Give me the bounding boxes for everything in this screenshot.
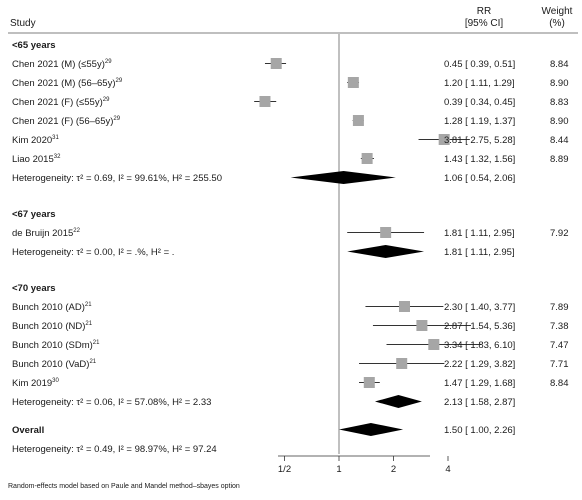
x-tick-label: 1/2 bbox=[278, 464, 291, 475]
rr-ci-value: 2.22 [ 1.29, 3.82] bbox=[444, 359, 515, 370]
effect-marker bbox=[259, 96, 271, 107]
overall-label: Overall bbox=[12, 425, 44, 436]
study-label: Chen 2021 (M) (≤55y)29 bbox=[12, 59, 112, 70]
header-weight-unit: (%) bbox=[549, 18, 565, 29]
effect-marker bbox=[398, 301, 410, 312]
weight-value: 8.44 bbox=[550, 135, 569, 146]
study-label: Liao 201532 bbox=[12, 154, 61, 165]
x-tick-label: 4 bbox=[445, 464, 450, 475]
header-rr: RR bbox=[477, 6, 491, 17]
overall-heterogeneity: Heterogeneity: τ² = 0.49, I² = 98.97%, H… bbox=[12, 444, 217, 455]
effect-marker bbox=[438, 134, 450, 145]
weight-value: 8.90 bbox=[550, 116, 569, 127]
header-weight: Weight bbox=[542, 6, 573, 17]
weight-value: 7.47 bbox=[550, 340, 569, 351]
study-label: Bunch 2010 (SDm)21 bbox=[12, 340, 100, 351]
heterogeneity-label: Heterogeneity: τ² = 0.69, I² = 99.61%, H… bbox=[12, 173, 222, 184]
rr-ci-value: 1.43 [ 1.32, 1.56] bbox=[444, 154, 515, 165]
weight-value: 8.89 bbox=[550, 154, 569, 165]
heterogeneity-label: Heterogeneity: τ² = 0.00, I² = .%, H² = … bbox=[12, 247, 174, 258]
subgroup-rr-ci: 1.06 [ 0.54, 2.06] bbox=[444, 173, 515, 184]
heterogeneity-label: Heterogeneity: τ² = 0.06, I² = 57.08%, H… bbox=[12, 397, 211, 408]
forest-rows: <65 years Chen 2021 (M) (≤55y)29 0.45 [ 0.… bbox=[12, 40, 569, 455]
effect-marker bbox=[380, 227, 392, 238]
weight-value: 8.84 bbox=[550, 378, 569, 389]
group-label: <70 years bbox=[12, 283, 56, 294]
x-tick-label: 1 bbox=[336, 464, 341, 475]
subgroup-diamond bbox=[290, 171, 396, 184]
weight-value: 8.90 bbox=[550, 78, 569, 89]
header-study: Study bbox=[10, 18, 36, 29]
study-label: de Bruijn 201522 bbox=[12, 228, 81, 239]
rr-ci-value: 3.34 [ 1.83, 6.10] bbox=[444, 340, 515, 351]
subgroup-rr-ci: 2.13 [ 1.58, 2.87] bbox=[444, 397, 515, 408]
effect-marker bbox=[416, 320, 428, 331]
header-ci: [95% CI] bbox=[465, 18, 504, 29]
study-label: Kim 202031 bbox=[12, 135, 59, 146]
study-label: Kim 201930 bbox=[12, 378, 59, 389]
effect-marker bbox=[352, 115, 364, 126]
rr-ci-value: 1.28 [ 1.19, 1.37] bbox=[444, 116, 515, 127]
x-tick-label: 2 bbox=[391, 464, 396, 475]
rr-ci-value: 1.47 [ 1.29, 1.68] bbox=[444, 378, 515, 389]
overall-diamond bbox=[339, 423, 404, 436]
study-label: Chen 2021 (M) (56–65y)29 bbox=[12, 78, 123, 89]
study-label: Chen 2021 (F) (≤55y)29 bbox=[12, 97, 110, 108]
rr-ci-value: 3.81 [ 2.75, 5.28] bbox=[444, 135, 515, 146]
rr-ci-value: 0.45 [ 0.39, 0.51] bbox=[444, 59, 515, 70]
rr-ci-value: 1.20 [ 1.11, 1.29] bbox=[444, 78, 515, 89]
group-label: <67 years bbox=[12, 209, 56, 220]
effect-marker bbox=[396, 358, 408, 369]
weight-value: 8.84 bbox=[550, 59, 569, 70]
rr-ci-value: 2.87 [ 1.54, 5.36] bbox=[444, 321, 515, 332]
study-label: Bunch 2010 (ND)21 bbox=[12, 321, 93, 332]
study-label: Bunch 2010 (AD)21 bbox=[12, 302, 92, 313]
study-label: Chen 2021 (F) (56–65y)29 bbox=[12, 116, 121, 127]
weight-value: 7.38 bbox=[550, 321, 569, 332]
subgroup-diamond bbox=[347, 245, 425, 258]
effect-marker bbox=[363, 377, 375, 388]
rr-ci-value: 1.81 [ 1.11, 2.95] bbox=[444, 228, 515, 239]
subgroup-rr-ci: 1.81 [ 1.11, 2.95] bbox=[444, 247, 515, 258]
effect-marker bbox=[270, 58, 282, 69]
group-label: <65 years bbox=[12, 40, 56, 51]
rr-ci-value: 0.39 [ 0.34, 0.45] bbox=[444, 97, 515, 108]
weight-value: 8.83 bbox=[550, 97, 569, 108]
subgroup-diamond bbox=[374, 395, 422, 408]
effect-marker bbox=[428, 339, 440, 350]
effect-marker bbox=[347, 77, 359, 88]
x-axis-ticks: 1/2 1 2 4 bbox=[278, 456, 451, 475]
weight-value: 7.89 bbox=[550, 302, 569, 313]
weight-value: 7.71 bbox=[550, 359, 569, 370]
footnote: Random-effects model based on Paule and … bbox=[8, 483, 240, 490]
study-label: Bunch 2010 (VaD)21 bbox=[12, 359, 97, 370]
rr-ci-value: 2.30 [ 1.40, 3.77] bbox=[444, 302, 515, 313]
overall-rr-ci: 1.50 [ 1.00, 2.26] bbox=[444, 425, 515, 436]
weight-value: 7.92 bbox=[550, 228, 569, 239]
effect-marker bbox=[361, 153, 373, 164]
